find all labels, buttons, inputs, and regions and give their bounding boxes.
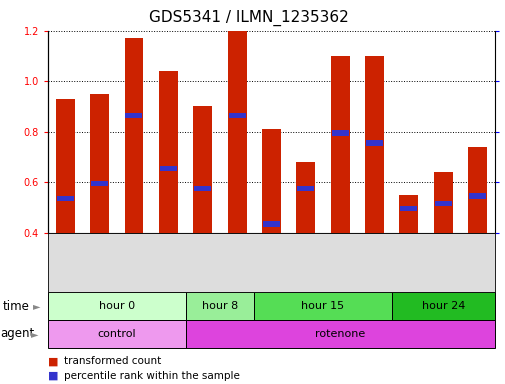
- Text: rotenone: rotenone: [315, 329, 365, 339]
- Bar: [124, 38, 143, 233]
- Bar: [193, 106, 212, 233]
- Text: GDS5341 / ILMN_1235362: GDS5341 / ILMN_1235362: [149, 10, 348, 26]
- Bar: [365, 140, 382, 146]
- Bar: [262, 129, 280, 233]
- Bar: [57, 196, 74, 201]
- Bar: [125, 113, 142, 118]
- Text: hour 0: hour 0: [98, 301, 135, 311]
- Bar: [194, 186, 211, 191]
- Text: time: time: [3, 300, 29, 313]
- Bar: [263, 221, 279, 227]
- Text: ►: ►: [33, 301, 40, 311]
- Bar: [399, 195, 418, 233]
- Text: ►: ►: [31, 329, 38, 339]
- Bar: [330, 56, 349, 233]
- Bar: [297, 186, 314, 191]
- Bar: [399, 206, 417, 212]
- FancyBboxPatch shape: [185, 292, 254, 320]
- FancyBboxPatch shape: [254, 292, 391, 320]
- Text: percentile rank within the sample: percentile rank within the sample: [64, 371, 240, 381]
- Bar: [90, 94, 109, 233]
- Bar: [433, 172, 452, 233]
- Text: ■: ■: [48, 356, 59, 366]
- FancyBboxPatch shape: [391, 292, 494, 320]
- Text: ■: ■: [48, 371, 59, 381]
- Bar: [227, 31, 246, 233]
- Bar: [159, 71, 177, 233]
- Bar: [434, 201, 451, 207]
- FancyBboxPatch shape: [48, 292, 185, 320]
- Bar: [228, 113, 245, 118]
- FancyBboxPatch shape: [48, 320, 185, 348]
- Text: agent: agent: [1, 327, 35, 340]
- Text: hour 24: hour 24: [421, 301, 464, 311]
- Bar: [56, 99, 75, 233]
- Text: hour 15: hour 15: [301, 301, 344, 311]
- Text: control: control: [97, 329, 136, 339]
- Bar: [331, 130, 348, 136]
- Bar: [91, 181, 108, 186]
- FancyBboxPatch shape: [185, 320, 494, 348]
- Bar: [467, 147, 486, 233]
- Bar: [296, 162, 315, 233]
- Bar: [365, 56, 383, 233]
- Text: hour 8: hour 8: [201, 301, 237, 311]
- Text: transformed count: transformed count: [64, 356, 161, 366]
- Bar: [160, 166, 177, 171]
- Bar: [468, 193, 485, 199]
